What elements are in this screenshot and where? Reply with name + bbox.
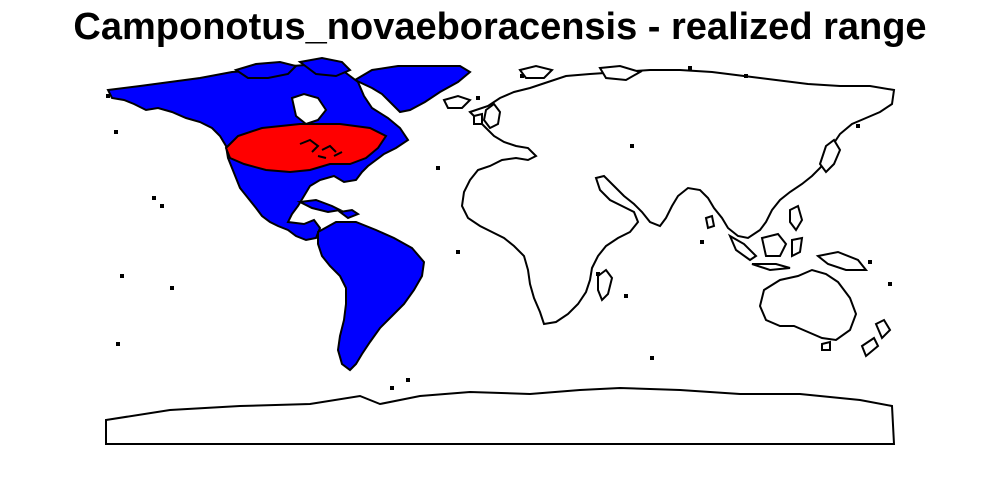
tasmania [821, 340, 831, 351]
new-zealand-north [874, 318, 892, 340]
japan [818, 138, 842, 174]
java [751, 263, 791, 272]
cuba [296, 198, 344, 214]
sri-lanka [704, 214, 716, 230]
ireland [473, 112, 483, 125]
sulawesi [791, 236, 804, 258]
south-america [317, 221, 426, 372]
hudson-bay [290, 92, 328, 126]
iceland [442, 94, 472, 109]
sumatra [727, 233, 758, 262]
new-zealand-south [860, 336, 880, 358]
new-guinea [815, 250, 869, 271]
eurasia-africa [460, 69, 896, 326]
small-islands [106, 66, 892, 390]
map-title: Camponotus_novaeboracensis - realized ra… [73, 6, 927, 48]
greenland [352, 65, 472, 114]
antarctica [105, 386, 896, 445]
australia [758, 268, 858, 342]
great-britain [482, 102, 502, 130]
realized-range [224, 123, 388, 174]
madagascar [597, 268, 614, 302]
svalbard [518, 64, 554, 79]
arctic-island-1 [233, 60, 298, 79]
arctic-island-2 [297, 56, 352, 78]
great-lakes [299, 138, 343, 159]
novaya-zemlya [598, 64, 643, 82]
borneo [760, 232, 788, 257]
philippines [789, 204, 804, 232]
hispaniola [337, 208, 361, 220]
